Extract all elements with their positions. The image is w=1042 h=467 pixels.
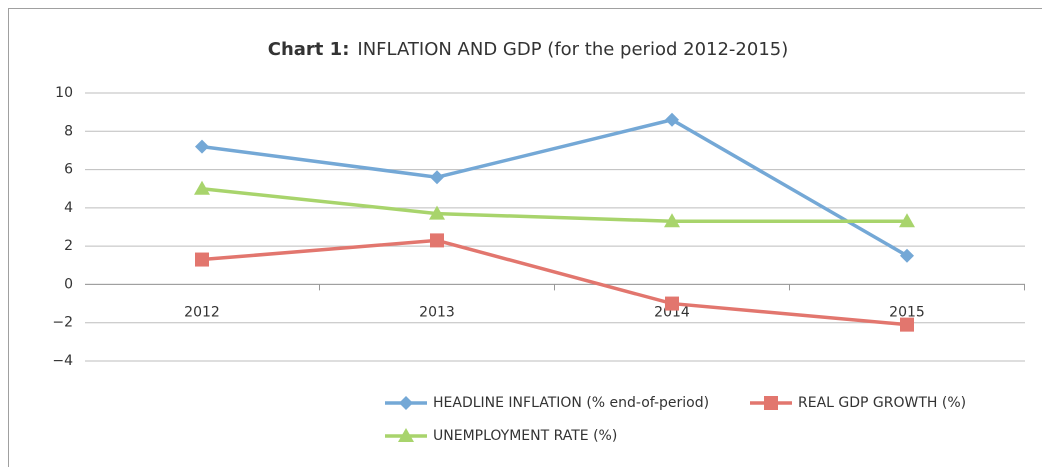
- y-tick-label: 6: [64, 162, 73, 178]
- x-tick-label: 2013: [419, 304, 455, 320]
- data-point: [194, 180, 210, 195]
- y-tick-label: 8: [64, 123, 73, 139]
- title-label: Chart 1:: [268, 39, 350, 60]
- legend-marker: [764, 396, 778, 410]
- y-tick-label: 4: [64, 200, 73, 216]
- legend-label: HEADLINE INFLATION (% end-of-period): [433, 395, 709, 411]
- x-tick-label: 2015: [889, 304, 925, 320]
- frame: [8, 8, 1042, 467]
- data-point: [429, 205, 445, 220]
- legend-marker: [398, 428, 414, 442]
- data-point: [430, 170, 444, 185]
- data-point: [899, 213, 915, 228]
- data-point: [900, 248, 914, 263]
- y-tick-label: 10: [55, 85, 73, 101]
- y-tick-label: −2: [52, 315, 73, 331]
- x-tick-label: 2012: [184, 304, 220, 320]
- data-point: [195, 139, 209, 154]
- series-line: [201, 186, 907, 224]
- legend-marker: [399, 396, 413, 410]
- x-tick-label: 2014: [654, 304, 690, 320]
- chart-title-group: Chart 1: INFLATION AND GDP (for the perio…: [268, 39, 789, 60]
- chart-title: INFLATION AND GDP (for the period 2012-2…: [357, 39, 788, 60]
- data-point: [900, 317, 914, 332]
- data-point: [665, 296, 679, 311]
- series-line: [201, 117, 908, 258]
- series-line: [201, 238, 908, 327]
- data-point: [665, 112, 679, 127]
- y-tick-label: 0: [64, 276, 73, 292]
- y-tick-label: 2: [64, 238, 73, 254]
- legend-label: REAL GDP GROWTH (%): [798, 395, 966, 411]
- data-point: [664, 213, 680, 228]
- legend-label: UNEMPLOYMENT RATE (%): [433, 428, 617, 444]
- data-point: [195, 252, 209, 267]
- data-point: [430, 233, 444, 248]
- y-tick-label: −4: [52, 353, 73, 369]
